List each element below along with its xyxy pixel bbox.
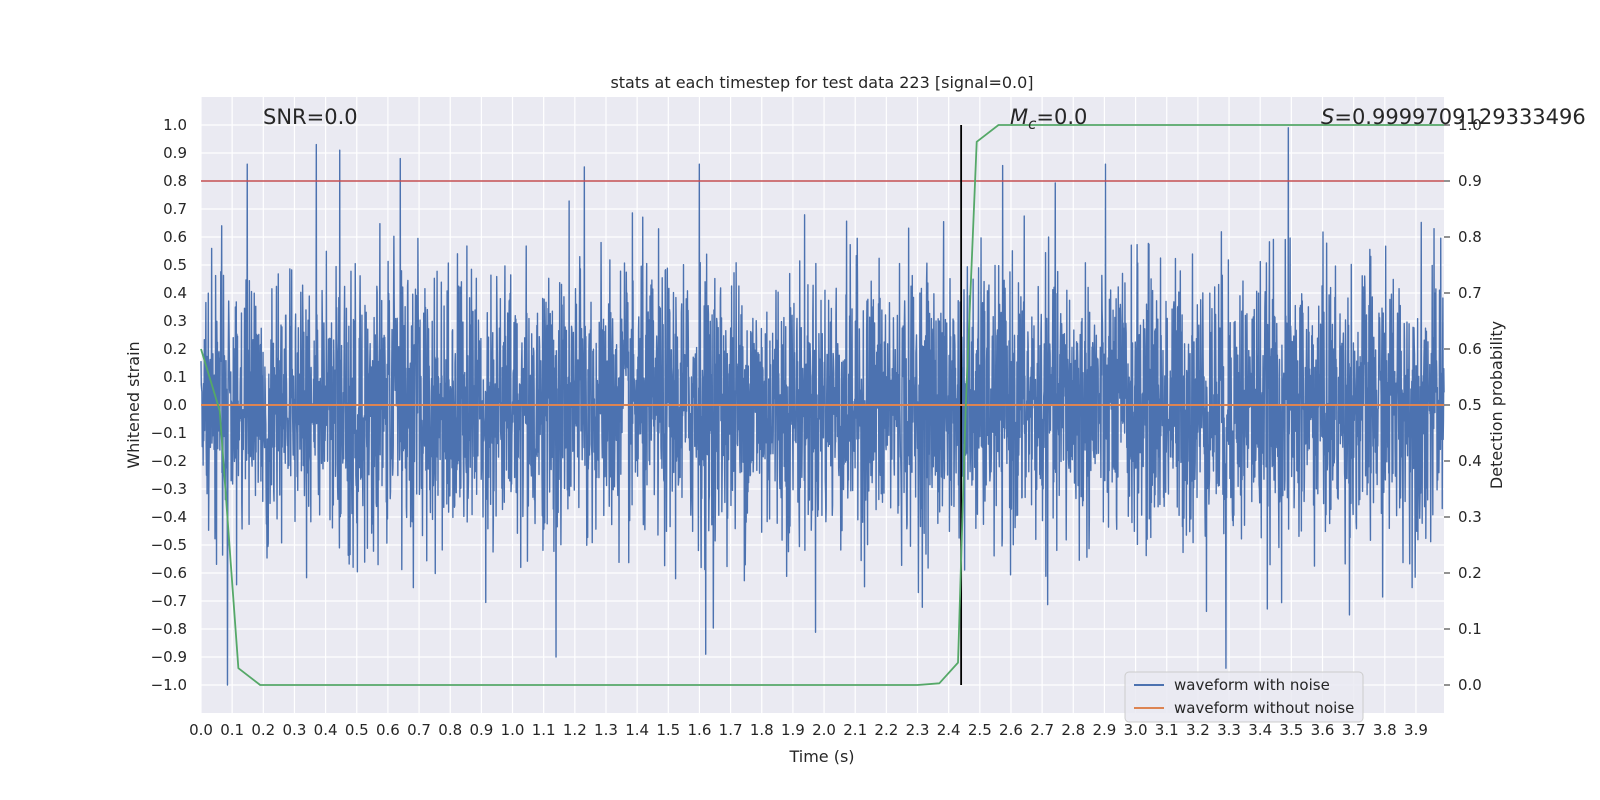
y2-tick-label: 0.8 [1458, 228, 1482, 246]
y-tick-label: −0.7 [151, 592, 187, 610]
y-tick-label: −0.8 [151, 620, 187, 638]
x-tick-label: 2.1 [843, 721, 867, 739]
y-tick-label: −0.1 [151, 424, 187, 442]
x-tick-label: 0.3 [283, 721, 307, 739]
x-tick-label: 0.5 [345, 721, 369, 739]
y-tick-label: 0.2 [163, 340, 187, 358]
y-tick-label: 0.4 [163, 284, 187, 302]
legend-box [1124, 671, 1364, 723]
mc-subscript: c [1028, 115, 1037, 133]
y-tick-label: 0.7 [163, 200, 187, 218]
mc-value: =0.0 [1036, 105, 1087, 129]
y-tick-label: 0.5 [163, 256, 187, 274]
y-tick-label: −0.2 [151, 452, 187, 470]
x-tick-label: 3.8 [1373, 721, 1397, 739]
series-waveform-with-noise [200, 127, 1445, 686]
x-tick-label: 0.6 [376, 721, 400, 739]
legend-label-noise: waveform with noise [1174, 676, 1330, 694]
s-value: =0.9999709129333496 [1334, 105, 1585, 129]
x-tick-label: 2.5 [968, 721, 992, 739]
x-tick-label: 2.3 [906, 721, 930, 739]
y2-tick-label: 0.1 [1458, 620, 1482, 638]
x-tick-label: 3.0 [1124, 721, 1148, 739]
x-tick-label: 2.4 [937, 721, 961, 739]
left-axis-ticks: 1.0 0.9 0.8 0.7 0.6 0.5 0.4 0.3 0.2 0.1 0.0 −0.1 −0.… [151, 116, 187, 694]
y2-tick-label: 0.4 [1458, 452, 1482, 470]
mc-symbol: M [1010, 105, 1028, 129]
mc-annotation: Mc=0.0 [1010, 105, 1087, 133]
y-tick-label: −0.5 [151, 536, 187, 554]
y-tick-label: −0.3 [151, 480, 187, 498]
legend-label-clean: waveform without noise [1174, 699, 1354, 717]
x-tick-label: 3.4 [1248, 721, 1272, 739]
x-tick-label: 0.2 [251, 721, 275, 739]
x-tick-label: 1.4 [625, 721, 649, 739]
y2-axis-label: Detection probability [1487, 321, 1506, 489]
y-tick-label: −0.9 [151, 648, 187, 666]
y-axis-label: Whitened strain [124, 341, 143, 468]
x-tick-label: 0.1 [220, 721, 244, 739]
y2-tick-label: 0.7 [1458, 284, 1482, 302]
x-tick-label: 0.8 [438, 721, 462, 739]
x-tick-label: 3.3 [1217, 721, 1241, 739]
y-tick-label: −0.4 [151, 508, 187, 526]
x-tick-label: 3.5 [1279, 721, 1303, 739]
x-tick-label: 1.0 [501, 721, 525, 739]
y-tick-label: −0.6 [151, 564, 187, 582]
y-tick-label: 0.8 [163, 172, 187, 190]
y-tick-label: 1.0 [163, 116, 187, 134]
x-tick-label: 1.3 [594, 721, 618, 739]
x-tick-label: 2.6 [999, 721, 1023, 739]
x-tick-label: 3.7 [1342, 721, 1366, 739]
x-tick-label: 1.9 [781, 721, 805, 739]
x-tick-label: 2.0 [812, 721, 836, 739]
x-tick-label: 2.9 [1093, 721, 1117, 739]
x-tick-label: 1.7 [719, 721, 743, 739]
x-tick-label: 1.2 [563, 721, 587, 739]
x-tick-label: 1.6 [688, 721, 712, 739]
right-axis-ticks: 1.0 0.9 0.8 0.7 0.6 0.5 0.4 0.3 0.2 0.1 0.0 [1444, 116, 1482, 694]
y2-tick-label: 0.5 [1458, 396, 1482, 414]
y-tick-label: −1.0 [151, 676, 187, 694]
plot-content [200, 124, 1445, 686]
y2-tick-label: 0.0 [1458, 676, 1482, 694]
y2-tick-label: 0.2 [1458, 564, 1482, 582]
x-tick-label: 2.7 [1030, 721, 1054, 739]
x-tick-label: 1.8 [750, 721, 774, 739]
x-tick-label: 1.5 [656, 721, 680, 739]
x-tick-label: 3.6 [1311, 721, 1335, 739]
x-axis-ticks: 0.0 0.1 0.2 0.3 0.4 0.5 0.6 0.7 0.8 0.9 1.0 1.1 1.2 1… [189, 721, 1428, 739]
snr-annotation: SNR=0.0 [263, 105, 358, 129]
y-tick-label: 0.3 [163, 312, 187, 330]
x-tick-label: 3.2 [1186, 721, 1210, 739]
series-detection-probability [200, 124, 1444, 686]
y2-tick-label: 0.6 [1458, 340, 1482, 358]
x-tick-label: 0.9 [469, 721, 493, 739]
chart-title: stats at each timestep for test data 223… [610, 73, 1033, 92]
s-annotation: S=0.9999709129333496 [1321, 105, 1586, 129]
legend: waveform with noise waveform without noi… [1124, 671, 1364, 723]
x-tick-label: 0.7 [407, 721, 431, 739]
y-tick-label: 0.9 [163, 144, 187, 162]
x-tick-label: 0.0 [189, 721, 213, 739]
x-tick-label: 2.2 [874, 721, 898, 739]
x-tick-label: 3.1 [1155, 721, 1179, 739]
x-axis-label: Time (s) [788, 747, 854, 766]
x-tick-label: 3.9 [1404, 721, 1428, 739]
y-tick-label: 0.6 [163, 228, 187, 246]
y-tick-label: 0.1 [163, 368, 187, 386]
x-tick-label: 2.8 [1061, 721, 1085, 739]
y-tick-label: 0.0 [163, 396, 187, 414]
s-symbol: S [1321, 105, 1334, 129]
y2-tick-label: 0.3 [1458, 508, 1482, 526]
y2-tick-label: 0.9 [1458, 172, 1482, 190]
y2-tick-label: 1.0 [1458, 116, 1482, 134]
x-tick-label: 0.4 [314, 721, 338, 739]
x-tick-label: 1.1 [532, 721, 556, 739]
